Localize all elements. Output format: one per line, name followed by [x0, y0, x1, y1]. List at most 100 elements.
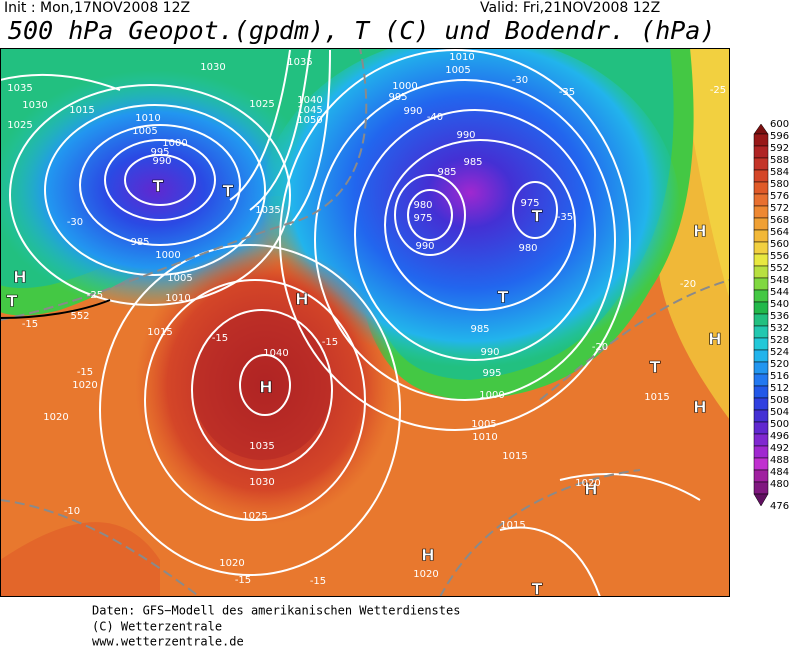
pressure-center: T — [7, 292, 18, 311]
contour-label: 1025 — [242, 511, 267, 522]
legend-label: 504 — [770, 407, 789, 418]
legend-swatch — [753, 229, 769, 243]
contour-label: -30 — [512, 75, 528, 86]
contour-label: 990 — [415, 241, 434, 252]
contour-label: 1030 — [249, 477, 274, 488]
contour-label: -15 — [310, 576, 326, 587]
footer-line: Daten: GFS−Modell des amerikanischen Wet… — [92, 604, 460, 618]
contour-label: 1015 — [502, 451, 527, 462]
legend-swatch — [753, 457, 769, 471]
pressure-center: T — [498, 288, 509, 307]
contour-label: 1030 — [200, 62, 225, 73]
legend-label: 516 — [770, 371, 789, 382]
pressure-center: H — [584, 480, 597, 499]
init-time: Init : Mon,17NOV2008 12Z — [4, 0, 190, 16]
legend-swatch — [753, 361, 769, 375]
contour-label: 985 — [130, 237, 149, 248]
contour-label: -15 — [22, 319, 38, 330]
contour-label: 990 — [480, 347, 499, 358]
legend-swatch — [753, 385, 769, 399]
legend-swatch — [753, 337, 769, 351]
legend-label: 488 — [770, 455, 789, 466]
pressure-center: H — [13, 268, 26, 287]
legend-label: 576 — [770, 191, 789, 202]
contour-label: 1040 — [297, 95, 322, 106]
contour-label: 1045 — [297, 105, 322, 116]
legend-swatch — [753, 397, 769, 411]
legend-label: 520 — [770, 359, 789, 370]
isotherms — [0, 48, 730, 597]
contour-label: 1010 — [165, 293, 190, 304]
contour-label: -25 — [87, 290, 103, 301]
contour-label: 980 — [413, 200, 432, 211]
legend-label: 588 — [770, 155, 789, 166]
legend-label: 584 — [770, 167, 789, 178]
legend-swatch — [753, 253, 769, 267]
legend-label: 484 — [770, 467, 789, 478]
legend-label: 492 — [770, 443, 789, 454]
legend-label: 560 — [770, 239, 789, 250]
legend-swatch — [753, 181, 769, 195]
contour-label: 1000 — [479, 390, 504, 401]
pressure-center: T — [650, 358, 661, 377]
legend-label: 572 — [770, 203, 789, 214]
map-frame — [0, 48, 730, 597]
legend-label: 540 — [770, 299, 789, 310]
contour-label: 1005 — [132, 126, 157, 137]
pressure-center: T — [223, 182, 234, 201]
legend-swatch — [753, 265, 769, 279]
contour-label: 1015 — [69, 105, 94, 116]
contour-label: 1015 — [147, 327, 172, 338]
contour-label: 1020 — [575, 478, 600, 489]
contour-label: -15 — [322, 337, 338, 348]
map-title: 500 hPa Geopot.(gpdm), T (C) und Bodendr… — [8, 16, 715, 45]
legend-label: 496 — [770, 431, 789, 442]
contour-label: 975 — [520, 198, 539, 209]
map-labels: 1035 1030 1025 1030 1035 1015 1010 1005 1000 995 9… — [6, 52, 726, 599]
legend-label: 568 — [770, 215, 789, 226]
contour-label: -20 — [680, 279, 696, 290]
legend-swatch — [753, 493, 769, 507]
contour-label: 995 — [482, 368, 501, 379]
legend-swatch — [753, 349, 769, 363]
legend-label: 548 — [770, 275, 789, 286]
contour-label: 1030 — [22, 100, 47, 111]
contour-label: 985 — [463, 157, 482, 168]
legend-label: 552 — [770, 263, 789, 274]
legend-swatch — [753, 325, 769, 339]
legend-swatch — [753, 277, 769, 291]
pressure-center: H — [693, 398, 706, 417]
contour-label: 1005 — [167, 273, 192, 284]
legend-swatch — [753, 123, 769, 135]
contour-label: 1035 — [255, 205, 280, 216]
valid-time: Valid: Fri,21NOV2008 12Z — [480, 0, 660, 16]
contour-label: 985 — [437, 167, 456, 178]
legend-swatch — [753, 313, 769, 327]
contour-label: 552 — [70, 311, 89, 322]
contour-label: -10 — [64, 506, 80, 517]
pressure-center: H — [421, 546, 434, 565]
pressure-center: T — [532, 580, 543, 599]
legend-swatch — [753, 289, 769, 303]
pressure-center: H — [259, 378, 272, 397]
contour-label: 1015 — [500, 520, 525, 531]
footer-line: (C) Wetterzentrale — [92, 620, 222, 634]
legend-label: 512 — [770, 383, 789, 394]
contour-label: 1005 — [445, 65, 470, 76]
legend-label: 528 — [770, 335, 789, 346]
contour-label: 1020 — [413, 569, 438, 580]
contour-label: 1025 — [249, 99, 274, 110]
legend-swatch — [753, 145, 769, 159]
legend-swatch — [753, 157, 769, 171]
legend-swatch — [753, 301, 769, 315]
contour-label: 1000 — [155, 250, 180, 261]
legend-label: 596 — [770, 131, 789, 142]
legend-label: 564 — [770, 227, 789, 238]
contour-label: 985 — [470, 324, 489, 335]
contour-label: 1035 — [287, 57, 312, 68]
footer-line: www.wetterzentrale.de — [92, 635, 244, 648]
contour-label: 1000 — [162, 138, 187, 149]
contour-label: -30 — [67, 217, 83, 228]
legend-label: 524 — [770, 347, 789, 358]
legend-swatch — [753, 481, 769, 495]
